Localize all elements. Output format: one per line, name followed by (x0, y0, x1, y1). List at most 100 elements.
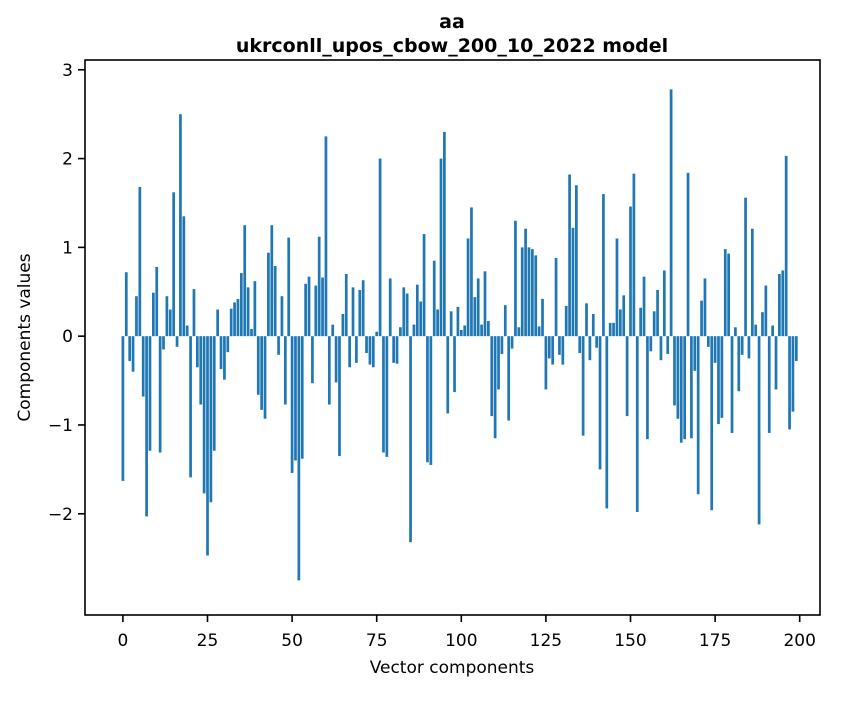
bar (740, 336, 744, 355)
bar (131, 336, 135, 372)
y-tick-label: 0 (62, 327, 73, 347)
bar (182, 216, 186, 337)
bar (778, 274, 781, 337)
bar (520, 247, 524, 337)
bar (717, 336, 720, 425)
bar (720, 336, 724, 418)
bar (314, 285, 318, 337)
bar (531, 249, 534, 337)
bar (608, 322, 612, 337)
bar (152, 292, 155, 337)
bar (625, 336, 629, 417)
bar (578, 336, 582, 354)
bar (774, 336, 778, 390)
bar (348, 336, 351, 368)
bar (270, 225, 274, 337)
ticks-group: 0 25 50 75 100 125 150 175 200 −2 −1 0 1 2 3 (48, 61, 816, 651)
bar (138, 186, 142, 337)
bar (639, 307, 643, 337)
bar (558, 336, 561, 355)
bar (324, 136, 328, 337)
bar (466, 238, 470, 337)
bar (294, 336, 297, 461)
bar (568, 174, 571, 337)
bar (158, 336, 162, 453)
bar (618, 309, 622, 337)
bar (135, 296, 138, 337)
bar (788, 336, 791, 430)
bar (141, 336, 145, 397)
bar (737, 336, 741, 392)
bar (784, 155, 788, 337)
bar (503, 305, 507, 337)
bar (723, 249, 727, 337)
bar (615, 238, 619, 337)
bar (250, 329, 253, 337)
bar (764, 285, 768, 337)
bar (459, 329, 463, 337)
bar (453, 336, 456, 393)
bar (368, 336, 372, 365)
bar (456, 306, 460, 337)
bar (700, 300, 703, 337)
bar (145, 336, 148, 517)
y-tick-label: −2 (48, 505, 73, 525)
bar (510, 336, 514, 349)
bar (175, 336, 179, 347)
bar (429, 336, 433, 465)
bar (571, 227, 575, 337)
bar (595, 336, 599, 348)
bar (757, 336, 761, 525)
bar (493, 336, 497, 439)
bar (605, 336, 609, 509)
bar (382, 336, 385, 453)
bar (155, 266, 159, 337)
bar (693, 336, 697, 371)
bar (537, 326, 541, 337)
bar (554, 258, 558, 337)
bar (287, 237, 291, 337)
bar (124, 272, 128, 337)
x-axis-label: Vector components (370, 658, 535, 678)
bar (409, 336, 412, 543)
bar (514, 220, 517, 337)
bar (696, 336, 700, 495)
bar (629, 206, 632, 337)
bar (706, 336, 710, 347)
bar (405, 293, 409, 337)
bar (371, 336, 375, 368)
y-tick-label: 1 (62, 238, 73, 258)
bar (419, 301, 423, 337)
bar (253, 281, 257, 337)
bar (415, 284, 419, 337)
bar (690, 336, 693, 439)
bar (300, 336, 304, 459)
bar (673, 336, 676, 406)
bar (233, 302, 236, 337)
bar (781, 270, 785, 337)
bar (754, 324, 758, 337)
bar (473, 297, 477, 337)
bar (470, 207, 473, 337)
bar (534, 255, 538, 337)
bar (189, 336, 192, 478)
y-tick-label: −1 (48, 416, 73, 436)
bar (304, 283, 307, 337)
plot-border (84, 59, 821, 616)
bar (128, 336, 132, 362)
bar (791, 336, 795, 412)
y-tick-label: 3 (62, 61, 73, 81)
bar (710, 336, 714, 511)
bar (273, 266, 277, 337)
x-tick-label: 150 (614, 631, 646, 651)
bar (206, 336, 209, 556)
bar (591, 313, 595, 337)
bar (239, 273, 243, 337)
bar (311, 336, 314, 384)
bar (767, 336, 771, 433)
bar (223, 336, 226, 380)
bar (659, 336, 663, 361)
bar (744, 197, 747, 337)
